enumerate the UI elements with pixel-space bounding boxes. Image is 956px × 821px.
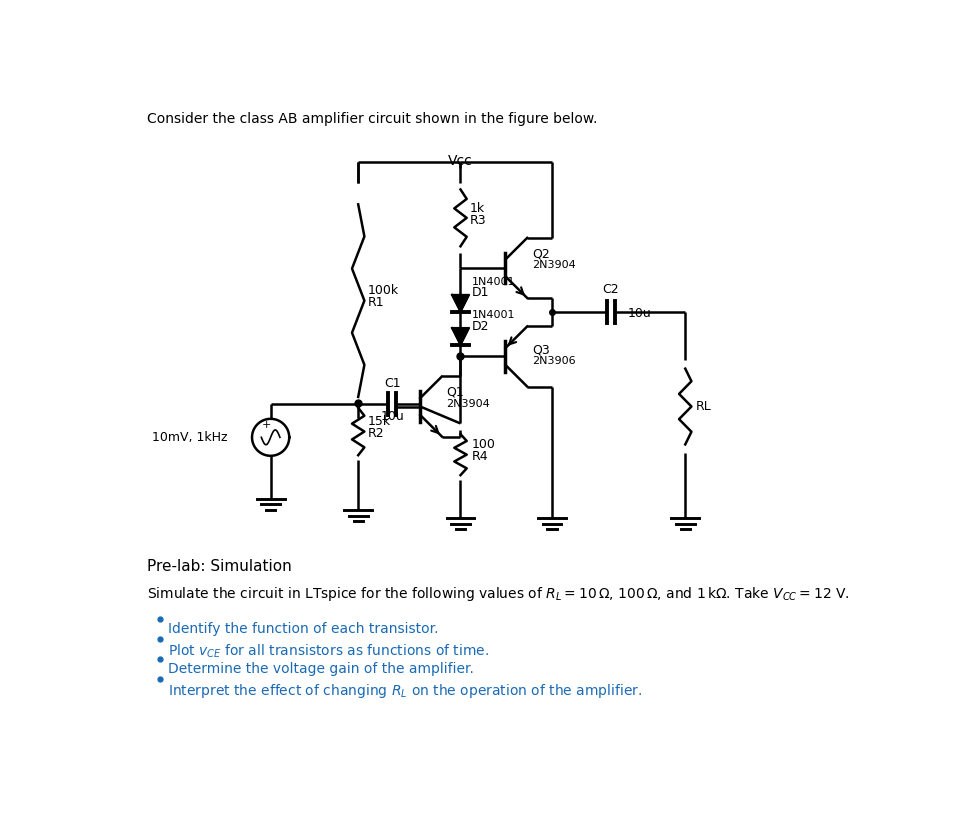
Text: Pre-lab: Simulation: Pre-lab: Simulation [146, 559, 292, 574]
Text: 10u: 10u [628, 307, 652, 320]
Text: 15k: 15k [367, 415, 391, 428]
Text: Interpret the effect of changing $R_L$ on the operation of the amplifier.: Interpret the effect of changing $R_L$ o… [168, 682, 642, 700]
Text: 10mV, 1kHz: 10mV, 1kHz [152, 431, 228, 444]
Text: 10u: 10u [380, 410, 404, 423]
Text: D1: D1 [472, 287, 489, 300]
Text: 100k: 100k [367, 284, 399, 297]
Text: C1: C1 [384, 378, 401, 390]
Polygon shape [452, 328, 469, 345]
Text: Vcc: Vcc [448, 154, 473, 167]
Text: +: + [261, 420, 271, 430]
Text: Consider the class AB amplifier circuit shown in the figure below.: Consider the class AB amplifier circuit … [146, 112, 597, 126]
Text: 2N3904: 2N3904 [532, 260, 576, 270]
Text: C2: C2 [602, 283, 619, 296]
Text: Plot $v_{CE}$ for all transistors as functions of time.: Plot $v_{CE}$ for all transistors as fun… [168, 642, 489, 659]
Text: R1: R1 [367, 296, 384, 310]
Text: Identify the function of each transistor.: Identify the function of each transistor… [168, 622, 439, 636]
Text: 2N3906: 2N3906 [532, 356, 576, 366]
Text: 1N4001: 1N4001 [472, 277, 515, 287]
Text: Q1: Q1 [446, 386, 465, 399]
Text: R2: R2 [367, 427, 384, 440]
Text: R3: R3 [469, 214, 487, 227]
Text: Q3: Q3 [532, 343, 550, 356]
Text: R4: R4 [471, 451, 488, 463]
Text: Simulate the circuit in LTspice for the following values of $R_L = 10\,\Omega$, : Simulate the circuit in LTspice for the … [146, 585, 849, 603]
Text: D2: D2 [472, 319, 489, 333]
Text: 2N3904: 2N3904 [446, 398, 490, 409]
Text: 1k: 1k [469, 202, 485, 215]
Text: 1N4001: 1N4001 [472, 310, 515, 320]
Text: RL: RL [696, 400, 712, 413]
Text: Q2: Q2 [532, 247, 550, 260]
Text: 100: 100 [471, 438, 495, 451]
Polygon shape [452, 295, 469, 312]
Text: Determine the voltage gain of the amplifier.: Determine the voltage gain of the amplif… [168, 663, 474, 677]
